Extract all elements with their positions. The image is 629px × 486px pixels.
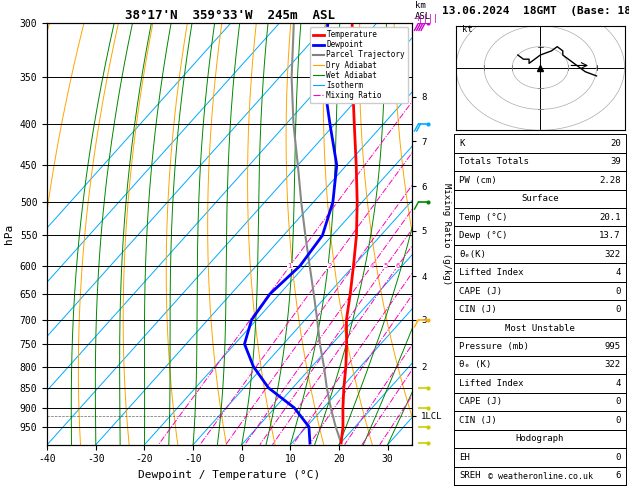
Text: Lifted Index: Lifted Index xyxy=(459,268,524,277)
Text: PW (cm): PW (cm) xyxy=(459,176,497,185)
Text: Surface: Surface xyxy=(521,194,559,203)
Text: 0: 0 xyxy=(615,287,621,295)
Text: CAPE (J): CAPE (J) xyxy=(459,398,502,406)
Text: 20.1: 20.1 xyxy=(599,213,621,222)
Text: 322: 322 xyxy=(604,250,621,259)
Text: 3: 3 xyxy=(352,263,356,269)
Text: 0: 0 xyxy=(615,453,621,462)
Text: CIN (J): CIN (J) xyxy=(459,305,497,314)
Text: 1: 1 xyxy=(287,263,292,269)
Legend: Temperature, Dewpoint, Parcel Trajectory, Dry Adiabat, Wet Adiabat, Isotherm, Mi: Temperature, Dewpoint, Parcel Trajectory… xyxy=(309,27,408,103)
Text: Mixing Ratio (g/kg): Mixing Ratio (g/kg) xyxy=(442,183,451,285)
Text: Hodograph: Hodograph xyxy=(516,434,564,443)
Text: kt: kt xyxy=(462,25,472,34)
Text: SREH: SREH xyxy=(459,471,481,480)
Text: © weatheronline.co.uk: © weatheronline.co.uk xyxy=(488,472,593,481)
Y-axis label: hPa: hPa xyxy=(4,224,14,244)
Text: km
ASL: km ASL xyxy=(415,1,431,21)
Text: Totals Totals: Totals Totals xyxy=(459,157,529,166)
Text: Lifted Index: Lifted Index xyxy=(459,379,524,388)
Text: 13.06.2024  18GMT  (Base: 18): 13.06.2024 18GMT (Base: 18) xyxy=(442,6,629,16)
Text: CIN (J): CIN (J) xyxy=(459,416,497,425)
Text: 0: 0 xyxy=(615,416,621,425)
X-axis label: Dewpoint / Temperature (°C): Dewpoint / Temperature (°C) xyxy=(138,470,321,480)
Text: 20: 20 xyxy=(610,139,621,148)
Text: 13.7: 13.7 xyxy=(599,231,621,240)
Text: θₑ(K): θₑ(K) xyxy=(459,250,486,259)
Text: Pressure (mb): Pressure (mb) xyxy=(459,342,529,351)
Text: Most Unstable: Most Unstable xyxy=(505,324,575,332)
Text: 0: 0 xyxy=(615,398,621,406)
Text: Dewp (°C): Dewp (°C) xyxy=(459,231,508,240)
Text: 2: 2 xyxy=(327,263,331,269)
Text: ⊣||||: ⊣|||| xyxy=(413,14,438,33)
Text: 6: 6 xyxy=(396,263,400,269)
Text: 2.28: 2.28 xyxy=(599,176,621,185)
Text: 322: 322 xyxy=(604,361,621,369)
Text: 39: 39 xyxy=(610,157,621,166)
Text: K: K xyxy=(459,139,465,148)
Text: θₑ (K): θₑ (K) xyxy=(459,361,491,369)
Text: 6: 6 xyxy=(615,471,621,480)
Text: 4: 4 xyxy=(615,379,621,388)
Text: EH: EH xyxy=(459,453,470,462)
Text: 5: 5 xyxy=(384,263,388,269)
Text: CAPE (J): CAPE (J) xyxy=(459,287,502,295)
Text: Temp (°C): Temp (°C) xyxy=(459,213,508,222)
Text: 0: 0 xyxy=(615,305,621,314)
Text: 995: 995 xyxy=(604,342,621,351)
Text: 4: 4 xyxy=(369,263,374,269)
Text: 4: 4 xyxy=(615,268,621,277)
Title: 38°17'N  359°33'W  245m  ASL: 38°17'N 359°33'W 245m ASL xyxy=(125,9,335,22)
